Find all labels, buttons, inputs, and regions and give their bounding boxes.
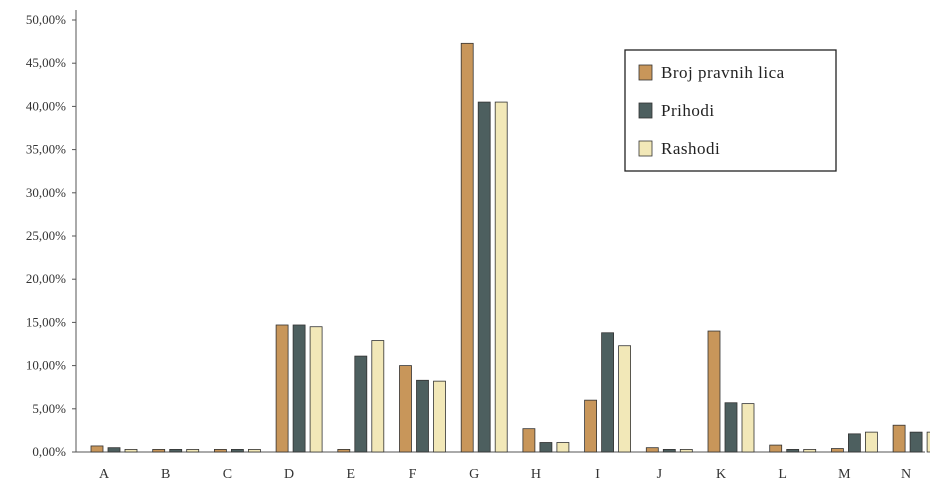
x-tick-label: H bbox=[531, 467, 541, 481]
bar-M-rashodi bbox=[865, 431, 878, 453]
bar-C-rashodi bbox=[247, 449, 261, 453]
bars bbox=[90, 42, 930, 453]
bar-C-prihodi bbox=[230, 449, 244, 453]
bar-D-prihodi bbox=[292, 324, 306, 453]
legend: Broj pravnih lica Prihodi Rashodi bbox=[624, 49, 837, 172]
x-tick-label: E bbox=[347, 467, 356, 481]
bar-F-prihodi bbox=[416, 379, 429, 453]
bar-H-broj-pravnih-lica bbox=[522, 428, 536, 453]
y-tick-label: 0,00% bbox=[32, 444, 66, 459]
bar-H-rashodi bbox=[556, 442, 570, 453]
x-tick-label: K bbox=[716, 467, 726, 481]
legend-label: Prihodi bbox=[661, 101, 715, 120]
x-axis-labels: A B C D E F G H I J K L M N bbox=[99, 467, 911, 481]
bar-B-broj-pravnih-lica bbox=[152, 449, 166, 453]
y-tick-label: 25,00% bbox=[26, 228, 66, 243]
bar-N-broj-pravnih-lica bbox=[892, 424, 906, 453]
y-tick-label: 30,00% bbox=[26, 185, 66, 200]
bar-L-prihodi bbox=[786, 449, 800, 453]
bar-K-prihodi bbox=[724, 402, 738, 453]
legend-label: Broj pravnih lica bbox=[661, 63, 785, 82]
x-tick-label: M bbox=[838, 467, 851, 481]
x-tick-label: F bbox=[409, 467, 417, 481]
bar-A-rashodi bbox=[124, 449, 138, 453]
bar-N-prihodi bbox=[909, 431, 923, 453]
bar-J-prihodi bbox=[662, 449, 676, 453]
y-tick-label: 45,00% bbox=[26, 55, 66, 70]
x-tick-label: L bbox=[778, 467, 787, 481]
y-tick-label: 40,00% bbox=[26, 98, 66, 113]
bar-G-prihodi bbox=[477, 101, 491, 453]
bar-E-prihodi bbox=[354, 355, 368, 453]
bar-I-rashodi bbox=[618, 345, 631, 453]
bar-J-broj-pravnih-lica bbox=[645, 447, 659, 453]
bar-L-broj-pravnih-lica bbox=[769, 444, 783, 453]
bar-I-prihodi bbox=[601, 332, 614, 453]
y-axis-ticks: 0,00% 5,00% 10,00% 15,00% 20,00% 25,00% 30,00%… bbox=[26, 12, 76, 459]
bar-B-prihodi bbox=[169, 449, 183, 453]
bar-M-broj-pravnih-lica bbox=[831, 448, 844, 453]
y-tick-label: 50,00% bbox=[26, 12, 66, 27]
bar-L-rashodi bbox=[803, 449, 817, 453]
bar-D-broj-pravnih-lica bbox=[275, 324, 289, 453]
x-tick-label: C bbox=[223, 467, 232, 481]
bar-I-broj-pravnih-lica bbox=[584, 399, 597, 453]
bar-E-rashodi bbox=[371, 340, 385, 453]
bar-C-broj-pravnih-lica bbox=[213, 449, 227, 453]
y-tick-label: 20,00% bbox=[26, 271, 66, 286]
x-tick-label: G bbox=[469, 467, 479, 481]
bar-F-broj-pravnih-lica bbox=[399, 365, 412, 453]
bar-M-prihodi bbox=[848, 433, 861, 453]
x-tick-label: B bbox=[161, 467, 170, 481]
bar-F-rashodi bbox=[433, 380, 446, 453]
x-tick-label: D bbox=[284, 467, 294, 481]
legend-label: Rashodi bbox=[661, 139, 720, 158]
legend-frame bbox=[624, 49, 837, 172]
y-tick-label: 10,00% bbox=[26, 358, 66, 373]
bar-G-broj-pravnih-lica bbox=[460, 42, 474, 453]
bar-A-broj-pravnih-lica bbox=[90, 445, 104, 453]
legend-swatch bbox=[638, 102, 653, 119]
bar-K-broj-pravnih-lica bbox=[707, 330, 721, 453]
bar-K-rashodi bbox=[741, 403, 755, 453]
bar-N-rashodi bbox=[926, 431, 930, 453]
bar-H-prihodi bbox=[539, 442, 553, 453]
bar-B-rashodi bbox=[186, 449, 200, 453]
legend-swatch bbox=[638, 64, 653, 81]
y-tick-label: 15,00% bbox=[26, 314, 66, 329]
bar-E-broj-pravnih-lica bbox=[337, 449, 351, 453]
y-tick-label: 5,00% bbox=[32, 401, 66, 416]
bar-D-rashodi bbox=[309, 326, 323, 453]
x-tick-label: A bbox=[99, 467, 110, 481]
legend-swatch bbox=[638, 140, 653, 157]
x-tick-label: J bbox=[657, 467, 663, 481]
bar-G-rashodi bbox=[494, 101, 508, 453]
x-tick-label: I bbox=[595, 467, 600, 481]
bar-J-rashodi bbox=[679, 449, 693, 453]
y-tick-label: 35,00% bbox=[26, 142, 66, 157]
x-tick-label: N bbox=[901, 467, 911, 481]
bar-A-prihodi bbox=[107, 447, 121, 453]
